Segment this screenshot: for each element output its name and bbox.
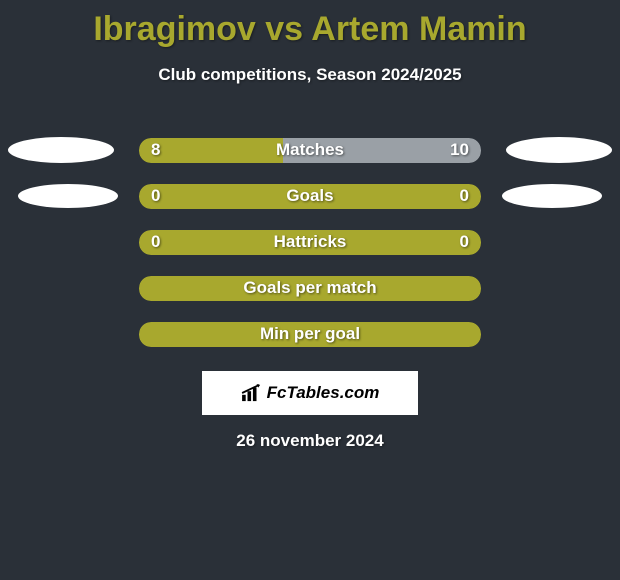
player-ellipse-right: [506, 137, 612, 163]
logo-box: FcTables.com: [202, 371, 418, 415]
stat-row: 810Matches: [0, 127, 620, 173]
stat-bar: 00Hattricks: [139, 230, 481, 255]
stat-label: Goals per match: [139, 278, 481, 298]
player-ellipse-left: [18, 184, 118, 208]
player-ellipse-left: [8, 137, 114, 163]
stat-row: Goals per match: [0, 265, 620, 311]
stat-row: 00Hattricks: [0, 219, 620, 265]
stat-bars-container: 810Matches 00Goals 00Hattricks Goals per ma…: [0, 127, 620, 357]
chart-icon: [241, 384, 263, 402]
stat-row: Min per goal: [0, 311, 620, 357]
player-ellipse-right: [502, 184, 602, 208]
logo-text: FcTables.com: [267, 383, 380, 403]
stat-bar: Min per goal: [139, 322, 481, 347]
stat-label: Matches: [139, 140, 481, 160]
page-title: Ibragimov vs Artem Mamin: [0, 0, 620, 49]
stat-label: Goals: [139, 186, 481, 206]
stat-bar: 00Goals: [139, 184, 481, 209]
date-text: 26 november 2024: [0, 431, 620, 451]
subtitle: Club competitions, Season 2024/2025: [0, 65, 620, 85]
stat-label: Hattricks: [139, 232, 481, 252]
stat-label: Min per goal: [139, 324, 481, 344]
stat-row: 00Goals: [0, 173, 620, 219]
stat-bar: Goals per match: [139, 276, 481, 301]
stat-bar: 810Matches: [139, 138, 481, 163]
